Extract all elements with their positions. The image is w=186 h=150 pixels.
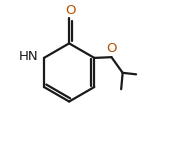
Text: HN: HN bbox=[19, 50, 39, 63]
Text: O: O bbox=[106, 42, 117, 55]
Text: O: O bbox=[65, 4, 76, 16]
